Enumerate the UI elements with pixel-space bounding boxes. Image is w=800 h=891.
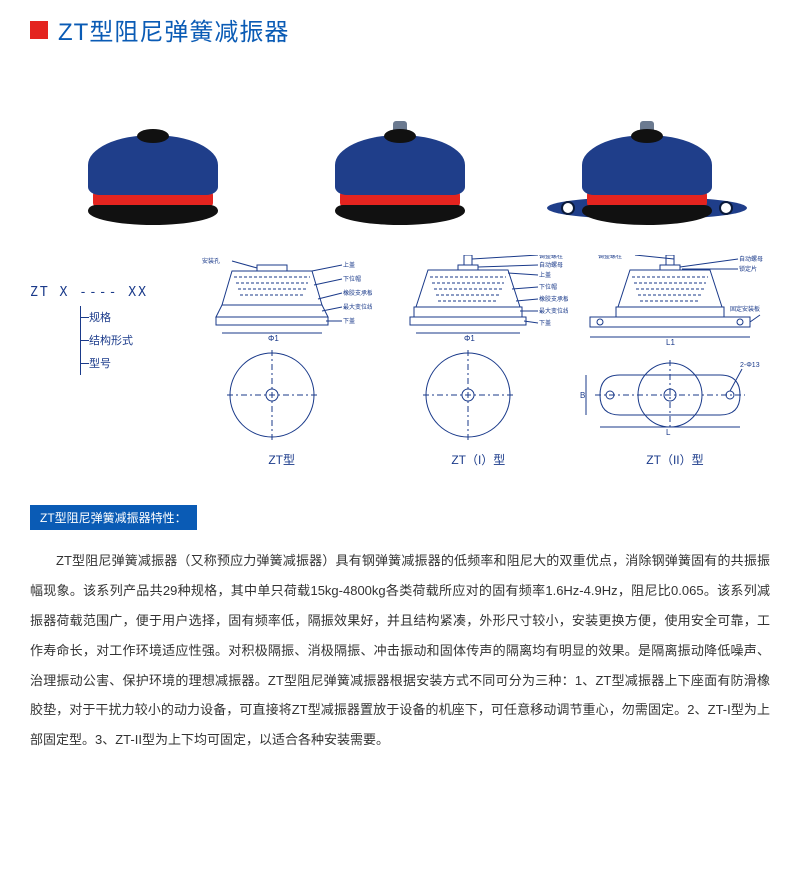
page-header: ZT型阻尼弹簧减振器 [30,12,770,47]
diagram-zt-ii: 调整螺栓 自动螺母 锁定片 固定安装板 L1 2-Φ13 [580,255,770,468]
svg-text:锁定片: 锁定片 [739,265,757,273]
callout-label: 上盖 [343,261,355,269]
description-paragraph: ZT型阻尼弹簧减振器（又称预应力弹簧减振器）具有钢弹簧减振器的低频率和阻尼大的双… [30,546,770,755]
model-code-legend: ZT X ---- XX 规格 结构形式 型号 [30,255,180,375]
diagram-label: ZT（II）型 [580,451,770,468]
damper-photo-zt-i [335,135,465,225]
diagram-zt: 上盖 下位帽 橡胶支承板 最大变位线 下盖 安装孔 Φ1 [187,255,377,468]
callout-label: 安装孔 [202,257,220,265]
code-row: 规格 [89,306,180,329]
svg-text:B: B [580,391,585,400]
damper-photo-zt [88,135,218,225]
svg-text:固定安装板: 固定安装板 [730,305,760,313]
page-title: ZT型阻尼弹簧减振器 [58,12,289,47]
svg-text:Φ1: Φ1 [268,334,279,343]
code-row: 型号 [89,352,180,375]
svg-text:L1: L1 [666,338,675,347]
svg-text:调整螺栓: 调整螺栓 [539,255,563,260]
svg-text:L: L [666,428,671,437]
svg-text:调整螺栓: 调整螺栓 [598,255,622,260]
damper-photo-zt-ii [582,135,712,225]
callout-label: 下位帽 [343,275,361,283]
diagram-row: ZT X ---- XX 规格 结构形式 型号 上盖 [30,255,770,485]
callout-label: 最大变位线 [343,303,372,311]
model-code-formula: ZT X ---- XX [30,285,180,300]
diagram-zt-i: 调整螺栓 自动螺母 上盖 下位帽 橡胶支承板 最大变位线 下盖 Φ1 ZT（I）… [383,255,573,468]
code-row: 结构形式 [89,329,180,352]
svg-text:橡胶支承板: 橡胶支承板 [539,295,568,303]
description-text: ZT型阻尼弹簧减振器（又称预应力弹簧减振器）具有钢弹簧减振器的低频率和阻尼大的双… [30,546,770,755]
callout-label: 下盖 [343,317,355,325]
svg-text:Φ1: Φ1 [464,334,475,343]
section-heading-tag: ZT型阻尼弹簧减振器特性： [30,505,197,530]
diagram-label: ZT（I）型 [383,451,573,468]
callout-label: 橡胶支承板 [343,289,372,297]
svg-text:下位帽: 下位帽 [539,283,557,291]
svg-text:下盖: 下盖 [539,319,551,327]
svg-text:2-Φ13: 2-Φ13 [740,362,760,369]
product-photo-row [30,75,770,225]
svg-text:自动螺母: 自动螺母 [739,255,763,263]
diagram-label: ZT型 [187,451,377,468]
svg-text:自动螺母: 自动螺母 [539,261,563,269]
title-marker-icon [30,21,48,39]
svg-text:上盖: 上盖 [539,271,551,279]
svg-text:最大变位线: 最大变位线 [539,307,568,315]
